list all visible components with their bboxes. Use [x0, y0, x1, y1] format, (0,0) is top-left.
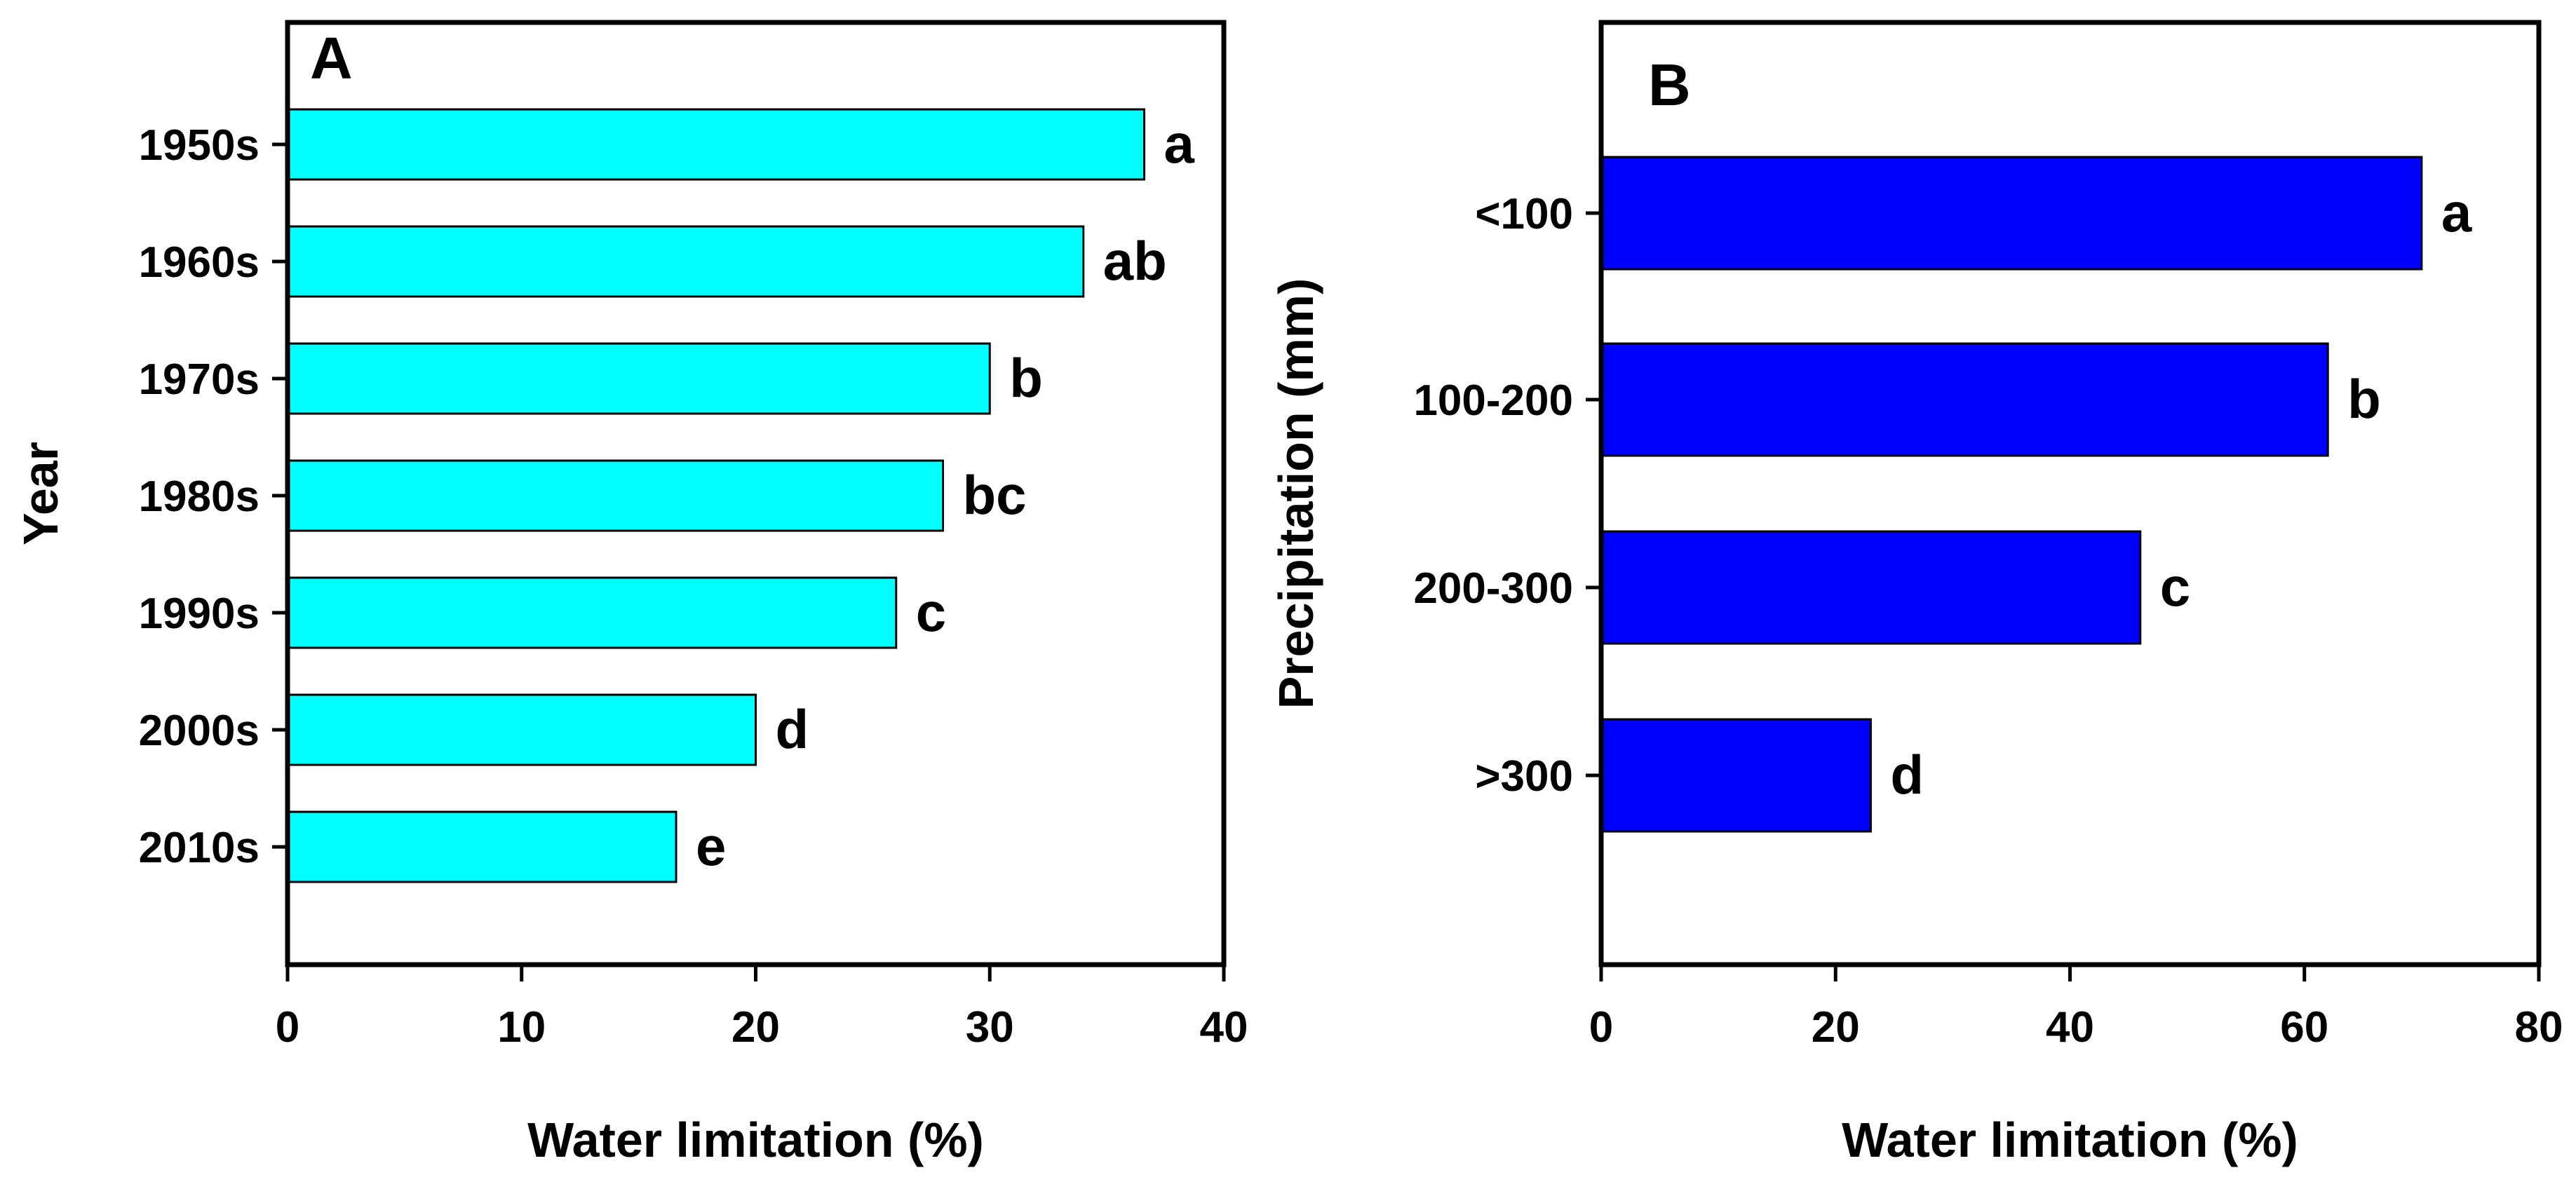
y-tick-label: 2000s: [139, 707, 259, 755]
x-tick-label: 30: [966, 1003, 1014, 1052]
panel-label: A: [310, 25, 353, 91]
y-tick-label: >300: [1475, 752, 1573, 801]
x-tick-label: 10: [497, 1003, 546, 1052]
bar-1990s: [286, 576, 898, 649]
x-axis-title: Water limitation (%): [527, 1113, 984, 1167]
y-axis-title: Precipitation (mm): [1269, 278, 1323, 709]
significance-label: e: [696, 815, 726, 877]
significance-label: bc: [963, 464, 1027, 526]
significance-label: a: [2441, 182, 2472, 243]
y-axis-title: Year: [13, 442, 68, 545]
bar-1980s: [286, 459, 944, 532]
x-tick-label: 20: [1812, 1003, 1860, 1052]
x-axis-title: Water limitation (%): [1842, 1113, 2298, 1167]
x-tick-label: 0: [1589, 1003, 1613, 1052]
significance-label: c: [916, 581, 946, 643]
significance-label: ab: [1103, 230, 1167, 292]
significance-label: c: [2160, 556, 2190, 618]
significance-label: d: [776, 698, 809, 760]
y-tick-label: 1970s: [139, 355, 259, 404]
bar-<100: [1600, 156, 2423, 271]
y-tick-label: 1950s: [139, 121, 259, 170]
bar-1960s: [286, 225, 1085, 298]
bar-2000s: [286, 693, 757, 766]
x-tick-label: 80: [2515, 1003, 2563, 1052]
y-tick-label: 1980s: [139, 473, 259, 521]
y-tick-label: 200-300: [1413, 564, 1573, 613]
significance-label: d: [1890, 744, 1924, 806]
panel-b: <100 a 100-200 b 200-300 c >300 d 0 20 40 60 80 B Wate…: [1269, 20, 2563, 1167]
y-tick-label: 1960s: [139, 238, 259, 287]
x-tick-label: 0: [276, 1003, 299, 1052]
bar-200-300: [1600, 530, 2142, 645]
significance-label: b: [1009, 347, 1043, 409]
panel-label: B: [1648, 52, 1691, 118]
significance-label: a: [1164, 113, 1195, 175]
x-tick-label: 60: [2280, 1003, 2328, 1052]
y-tick-label: <100: [1475, 190, 1573, 238]
bar-100-200: [1600, 342, 2329, 457]
y-tick-label: 1990s: [139, 590, 259, 638]
x-tick-label: 40: [1200, 1003, 1248, 1052]
y-tick-label: 100-200: [1413, 376, 1573, 425]
bar-1970s: [286, 342, 991, 415]
x-tick-label: 20: [731, 1003, 780, 1052]
y-tick-label: 2010s: [139, 824, 259, 872]
bar-1950s: [286, 108, 1146, 181]
significance-label: b: [2347, 368, 2381, 430]
panel-a: 1950s a 1960s ab 1970s b 1980s bc 1990s c 2000s d 20…: [13, 20, 1248, 1167]
x-tick-label: 40: [2046, 1003, 2094, 1052]
bar->300: [1600, 718, 1872, 833]
bar-2010s: [286, 810, 677, 883]
